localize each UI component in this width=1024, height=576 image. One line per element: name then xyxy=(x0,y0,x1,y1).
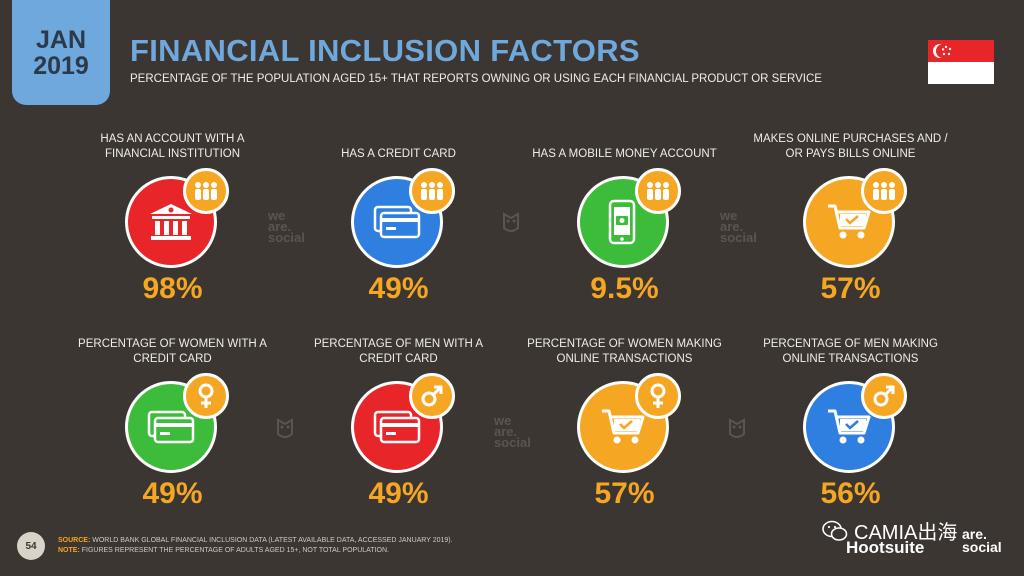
wechat-account-name: CAMIA出海 xyxy=(854,522,958,544)
people-icon xyxy=(182,168,229,214)
page-subtitle: PERCENTAGE OF THE POPULATION AGED 15+ TH… xyxy=(130,73,822,85)
stat-label: MAKES ONLINE PURCHASES AND / OR PAYS BIL… xyxy=(753,133,948,160)
stat-online-purchases: MAKES ONLINE PURCHASES AND / OR PAYS BIL… xyxy=(738,128,963,306)
female-icon xyxy=(182,373,229,419)
owl-logo-icon xyxy=(503,212,519,232)
date-year: 2019 xyxy=(33,51,89,80)
credit-card-icon xyxy=(350,381,443,473)
shopping-cart-icon xyxy=(576,381,669,473)
singapore-flag-icon xyxy=(928,40,994,84)
owl-logo-icon xyxy=(729,418,745,438)
are-social-logo: are. social xyxy=(962,526,1002,555)
stat-label: PERCENTAGE OF MEN WITH A CREDIT CARD xyxy=(313,338,484,365)
people-icon xyxy=(634,168,681,214)
page-number: 54 xyxy=(17,532,45,560)
stat-credit-card: HAS A CREDIT CARD 49% xyxy=(286,128,511,306)
page-title: FINANCIAL INCLUSION FACTORS xyxy=(130,33,640,68)
stat-label: PERCENTAGE OF MEN MAKING ONLINE TRANSACT… xyxy=(763,338,938,365)
stat-value: 49% xyxy=(142,477,203,510)
stat-value: 98% xyxy=(142,272,203,305)
stat-value: 49% xyxy=(368,477,429,510)
stat-account-financial-institution: HAS AN ACCOUNT WITH A FINANCIAL INSTITUT… xyxy=(60,128,285,306)
stat-value: 57% xyxy=(594,477,655,510)
hootsuite-logo: Hootsuite xyxy=(846,538,925,557)
date-month: JAN xyxy=(35,25,86,54)
stat-value: 56% xyxy=(820,477,881,510)
we-are-social-watermark: we are. social xyxy=(720,208,757,245)
source-note: SOURCE: WORLD BANK GLOBAL FINANCIAL INCL… xyxy=(58,537,453,544)
we-are-social-watermark: we are. social xyxy=(494,413,531,450)
male-icon xyxy=(408,373,455,419)
stat-value: 49% xyxy=(368,272,429,305)
stat-value: 57% xyxy=(820,272,881,305)
stat-label: HAS A CREDIT CARD xyxy=(341,148,456,160)
we-are-social-watermark: we are. social xyxy=(268,208,305,245)
stat-label: HAS AN ACCOUNT WITH A FINANCIAL INSTITUT… xyxy=(100,133,245,160)
male-icon xyxy=(860,373,907,419)
stat-women-online-transactions: PERCENTAGE OF WOMEN MAKING ONLINE TRANSA… xyxy=(512,333,737,511)
owl-logo-icon xyxy=(277,418,293,438)
stat-men-credit-card: PERCENTAGE OF MEN WITH A CREDIT CARD 49% xyxy=(286,333,511,511)
wechat-watermark: CAMIA出海 xyxy=(822,516,957,545)
stat-label: PERCENTAGE OF WOMEN MAKING ONLINE TRANSA… xyxy=(527,338,722,365)
people-icon xyxy=(408,168,455,214)
footnote: NOTE: FIGURES REPRESENT THE PERCENTAGE O… xyxy=(58,547,389,554)
people-icon xyxy=(860,168,907,214)
female-icon xyxy=(634,373,681,419)
date-badge: JAN 2019 xyxy=(12,0,110,105)
stat-mobile-money: HAS A MOBILE MONEY ACCOUNT 9.5% xyxy=(512,128,737,306)
stat-women-credit-card: PERCENTAGE OF WOMEN WITH A CREDIT CARD 4… xyxy=(60,333,285,511)
stat-men-online-transactions: PERCENTAGE OF MEN MAKING ONLINE TRANSACT… xyxy=(738,333,963,511)
stat-value: 9.5% xyxy=(590,272,659,305)
wechat-icon xyxy=(822,520,848,541)
stat-label: HAS A MOBILE MONEY ACCOUNT xyxy=(532,148,717,160)
stat-label: PERCENTAGE OF WOMEN WITH A CREDIT CARD xyxy=(78,338,267,365)
